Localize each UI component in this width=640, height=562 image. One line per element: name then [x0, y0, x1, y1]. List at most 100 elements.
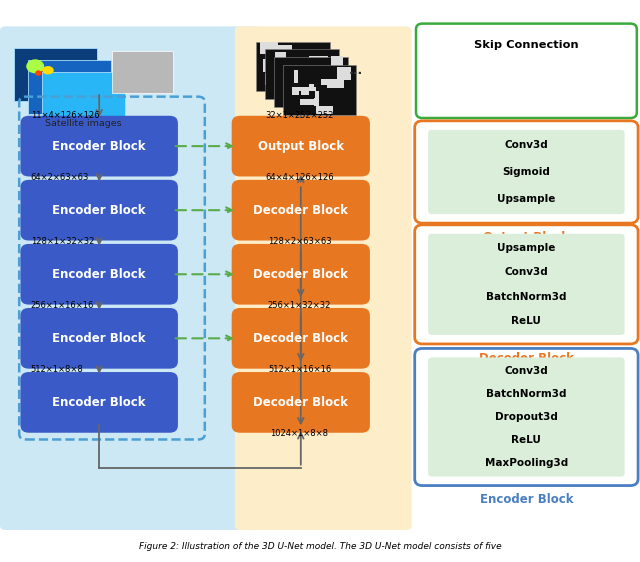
FancyBboxPatch shape — [291, 62, 307, 67]
Text: 32×1×252×252: 32×1×252×252 — [266, 111, 333, 120]
FancyBboxPatch shape — [317, 93, 332, 97]
FancyBboxPatch shape — [428, 450, 625, 477]
FancyBboxPatch shape — [271, 57, 279, 65]
Text: 256×1×16×16: 256×1×16×16 — [31, 301, 94, 310]
FancyBboxPatch shape — [283, 65, 356, 115]
Text: Output Block: Output Block — [483, 231, 570, 244]
Text: Encoder Block: Encoder Block — [479, 493, 573, 506]
FancyBboxPatch shape — [428, 404, 625, 430]
Text: Conv3d: Conv3d — [504, 267, 548, 277]
FancyBboxPatch shape — [315, 91, 319, 99]
FancyBboxPatch shape — [20, 244, 178, 305]
FancyBboxPatch shape — [235, 26, 412, 530]
Text: ...: ... — [87, 106, 99, 119]
Text: Encoder Block: Encoder Block — [52, 139, 146, 153]
FancyBboxPatch shape — [428, 380, 625, 407]
FancyBboxPatch shape — [428, 357, 625, 384]
FancyBboxPatch shape — [309, 84, 314, 91]
Ellipse shape — [35, 70, 42, 76]
FancyBboxPatch shape — [42, 72, 125, 126]
FancyBboxPatch shape — [331, 89, 344, 94]
Text: Satellite images: Satellite images — [45, 119, 122, 128]
FancyBboxPatch shape — [304, 78, 310, 83]
Text: Output Block: Output Block — [258, 139, 344, 153]
FancyBboxPatch shape — [328, 80, 344, 88]
Text: 128×1×32×32: 128×1×32×32 — [31, 237, 94, 246]
FancyBboxPatch shape — [331, 56, 343, 69]
Text: Dropout3d: Dropout3d — [495, 412, 558, 422]
Text: Upsample: Upsample — [497, 243, 556, 253]
Text: MaxPooling3d: MaxPooling3d — [484, 459, 568, 468]
FancyBboxPatch shape — [265, 73, 269, 85]
Text: ...: ... — [349, 64, 363, 77]
Text: Sigmoid: Sigmoid — [502, 167, 550, 177]
FancyBboxPatch shape — [415, 121, 638, 223]
FancyBboxPatch shape — [28, 60, 111, 114]
FancyBboxPatch shape — [321, 79, 340, 85]
Text: BatchNorm3d: BatchNorm3d — [486, 292, 566, 302]
Text: ReLU: ReLU — [511, 435, 541, 445]
Text: 256×1×32×32: 256×1×32×32 — [268, 301, 332, 310]
FancyBboxPatch shape — [285, 78, 303, 83]
FancyBboxPatch shape — [275, 52, 287, 64]
FancyBboxPatch shape — [232, 244, 370, 305]
FancyBboxPatch shape — [314, 56, 328, 63]
FancyBboxPatch shape — [337, 67, 351, 80]
FancyBboxPatch shape — [301, 87, 309, 96]
FancyBboxPatch shape — [282, 83, 290, 96]
Text: Decoder Block: Decoder Block — [253, 396, 348, 409]
FancyBboxPatch shape — [323, 84, 333, 96]
FancyBboxPatch shape — [298, 87, 316, 91]
Text: Decoder Block: Decoder Block — [253, 332, 348, 345]
Text: 64×4×126×126: 64×4×126×126 — [265, 173, 334, 182]
FancyBboxPatch shape — [324, 88, 333, 92]
FancyBboxPatch shape — [14, 48, 97, 101]
Ellipse shape — [42, 66, 54, 74]
FancyBboxPatch shape — [263, 59, 267, 71]
Text: 1024×1×8×8: 1024×1×8×8 — [271, 429, 328, 438]
FancyBboxPatch shape — [0, 26, 260, 530]
FancyBboxPatch shape — [314, 61, 333, 74]
FancyBboxPatch shape — [294, 67, 301, 75]
FancyBboxPatch shape — [20, 180, 178, 241]
FancyBboxPatch shape — [308, 97, 323, 101]
FancyBboxPatch shape — [291, 50, 294, 63]
FancyBboxPatch shape — [428, 130, 625, 160]
FancyBboxPatch shape — [305, 62, 324, 71]
FancyBboxPatch shape — [20, 372, 178, 433]
FancyBboxPatch shape — [282, 52, 289, 60]
FancyBboxPatch shape — [416, 24, 637, 118]
FancyBboxPatch shape — [232, 180, 370, 241]
FancyBboxPatch shape — [322, 94, 335, 103]
FancyBboxPatch shape — [256, 42, 330, 91]
Text: Conv3d: Conv3d — [504, 366, 548, 375]
FancyBboxPatch shape — [428, 283, 625, 310]
FancyBboxPatch shape — [316, 76, 320, 79]
Text: BatchNorm3d: BatchNorm3d — [486, 389, 566, 399]
FancyBboxPatch shape — [415, 348, 638, 486]
FancyBboxPatch shape — [428, 259, 625, 286]
FancyBboxPatch shape — [300, 99, 314, 105]
Text: Upsample: Upsample — [497, 194, 556, 204]
FancyBboxPatch shape — [316, 106, 333, 115]
FancyBboxPatch shape — [309, 56, 324, 64]
FancyBboxPatch shape — [20, 116, 178, 176]
FancyBboxPatch shape — [428, 234, 625, 262]
FancyBboxPatch shape — [282, 77, 300, 89]
FancyBboxPatch shape — [298, 78, 309, 84]
FancyBboxPatch shape — [314, 98, 319, 106]
Text: Encoder Block: Encoder Block — [52, 332, 146, 345]
FancyBboxPatch shape — [290, 85, 303, 89]
FancyBboxPatch shape — [20, 308, 178, 369]
FancyBboxPatch shape — [274, 57, 348, 107]
FancyBboxPatch shape — [428, 157, 625, 187]
Text: 11×4×126×126: 11×4×126×126 — [31, 111, 99, 120]
Text: 512×1×16×16: 512×1×16×16 — [268, 365, 331, 374]
Text: Skip Connection: Skip Connection — [474, 40, 579, 50]
FancyBboxPatch shape — [112, 51, 173, 93]
FancyBboxPatch shape — [321, 91, 328, 97]
FancyBboxPatch shape — [293, 74, 308, 85]
FancyBboxPatch shape — [278, 44, 292, 53]
Text: 128×2×63×63: 128×2×63×63 — [268, 237, 332, 246]
FancyBboxPatch shape — [260, 42, 278, 54]
